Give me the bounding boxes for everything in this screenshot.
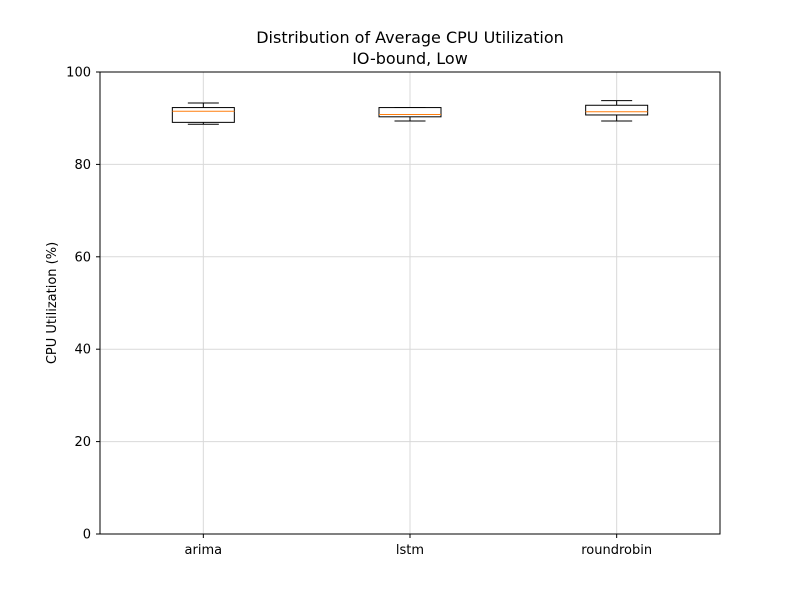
x-tick-label-arima: arima bbox=[185, 543, 223, 558]
box-arima bbox=[171, 102, 235, 125]
iqr-box bbox=[585, 104, 649, 116]
iqr-box bbox=[378, 107, 442, 118]
box-lstm bbox=[378, 107, 442, 122]
y-axis-label: CPU Utilization (%) bbox=[45, 242, 60, 364]
grid-layer bbox=[100, 71, 720, 535]
y-tick-label: 100 bbox=[66, 66, 91, 81]
x-tick-label-lstm: lstm bbox=[396, 543, 424, 558]
y-tick-label: 0 bbox=[83, 528, 91, 543]
y-tick-label: 80 bbox=[74, 158, 91, 173]
box-roundrobin bbox=[585, 100, 649, 122]
boxes-layer bbox=[171, 100, 649, 125]
y-tick-label: 40 bbox=[74, 343, 91, 358]
y-tick-label: 60 bbox=[74, 250, 91, 265]
chart-title: Distribution of Average CPU Utilization bbox=[256, 28, 564, 47]
ticks-layer: 0 20 40 60 80 100 arima lstm roundrobin bbox=[66, 66, 652, 559]
chart-subtitle: IO-bound, Low bbox=[352, 49, 468, 68]
x-tick-label-roundrobin: roundrobin bbox=[581, 543, 652, 558]
iqr-box bbox=[171, 107, 235, 123]
y-tick-label: 20 bbox=[74, 435, 91, 450]
